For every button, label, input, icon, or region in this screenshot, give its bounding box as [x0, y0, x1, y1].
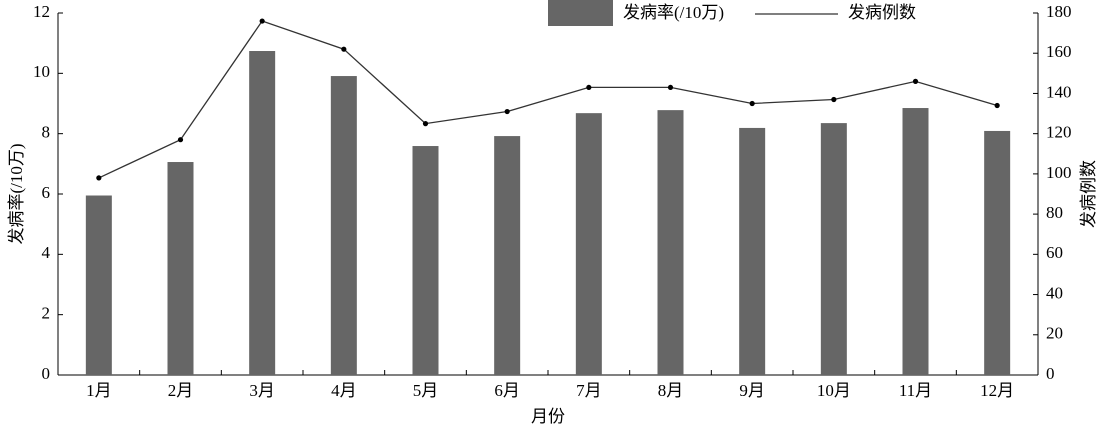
line-point [586, 84, 592, 91]
line-point [994, 102, 1000, 109]
y2-axis-title: 发病例数 [1079, 160, 1098, 228]
y-tick-label: 0 [42, 364, 51, 383]
x-tick-label: 6月 [494, 381, 520, 400]
y2-tick-label: 180 [1046, 2, 1072, 21]
y-tick-label: 6 [42, 183, 51, 202]
y-axis-title: 发病率(/10万) [7, 143, 26, 244]
line-point [96, 175, 102, 181]
bar [820, 123, 847, 375]
y2-tick-label: 80 [1046, 203, 1063, 222]
x-tick-label: 12月 [980, 381, 1014, 400]
x-tick-label: 10月 [817, 381, 851, 400]
y2-tick-label: 20 [1046, 324, 1063, 343]
y2-tick-label: 0 [1046, 364, 1055, 383]
x-axis-title: 月份 [531, 407, 565, 426]
legend-label: 发病率(/10万) [623, 3, 724, 22]
x-tick-label: 1月 [86, 381, 112, 400]
bar [575, 113, 602, 376]
line-point [831, 96, 837, 103]
bar [330, 76, 357, 375]
bar [657, 110, 684, 376]
bar [494, 136, 521, 375]
y2-tick-label: 40 [1046, 283, 1063, 302]
line-point [667, 84, 674, 91]
y2-tick-label: 100 [1046, 163, 1072, 182]
legend-label: 发病例数 [848, 3, 916, 22]
line [98, 20, 998, 179]
x-tick-label: 2月 [168, 381, 194, 400]
bar [984, 130, 1011, 375]
bar [739, 127, 766, 375]
line-point [259, 18, 265, 24]
y2-tick-label: 120 [1046, 123, 1072, 142]
line-point [341, 46, 347, 52]
bar [412, 146, 439, 375]
line-point [749, 100, 755, 107]
y-tick-label: 8 [42, 123, 51, 142]
y2-tick-label: 60 [1046, 243, 1063, 262]
y2-tick-label: 160 [1046, 42, 1072, 61]
x-tick-label: 7月 [576, 381, 602, 400]
bar [249, 51, 276, 375]
x-tick-label: 9月 [739, 381, 765, 400]
legend-swatch [548, 0, 613, 26]
x-tick-label: 4月 [331, 381, 357, 400]
x-tick-label: 3月 [249, 381, 275, 400]
y2-tick-label: 140 [1046, 82, 1072, 101]
y-tick-label: 2 [42, 304, 51, 323]
x-tick-label: 5月 [413, 381, 439, 400]
y-tick-label: 4 [42, 243, 51, 262]
bar [85, 195, 112, 375]
y-tick-label: 10 [33, 62, 50, 81]
line-point [912, 78, 919, 84]
x-tick-label: 8月 [658, 381, 684, 400]
y-tick-label: 12 [33, 2, 50, 21]
line-point [504, 108, 510, 115]
line-point [422, 121, 429, 127]
bar [902, 108, 929, 376]
bar [167, 162, 194, 375]
x-tick-label: 11月 [899, 381, 932, 400]
line-point [177, 137, 184, 143]
